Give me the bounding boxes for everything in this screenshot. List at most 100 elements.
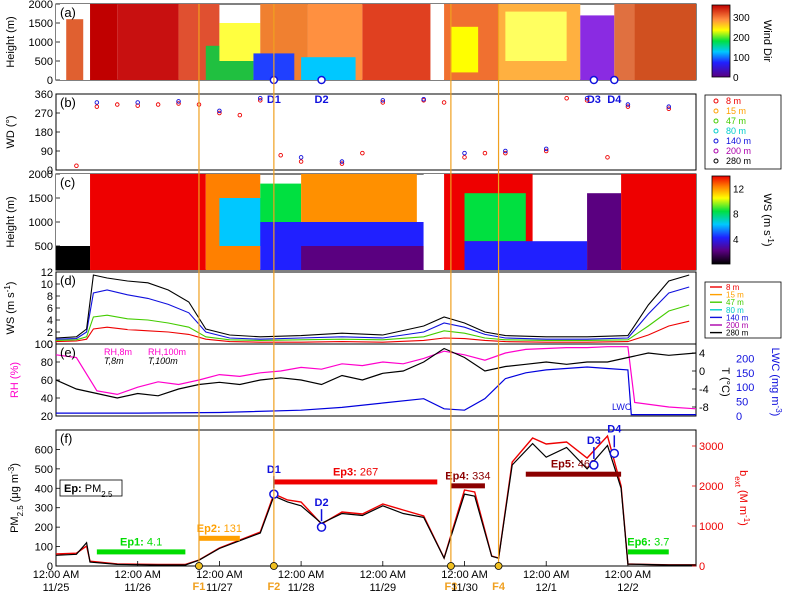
heatmap-a-cell — [580, 15, 615, 80]
wind-speed-lines — [55, 274, 690, 343]
y-tick-label: 270 — [35, 108, 53, 120]
x-tick-date: 11/29 — [369, 582, 396, 594]
y-tick-right-label: 3000 — [699, 441, 723, 453]
d-marker-circle — [589, 75, 599, 85]
y-tick-label: 400 — [35, 483, 53, 495]
wd-point — [94, 100, 100, 105]
colorbar-label: WS (m s-1) — [761, 194, 776, 247]
y-tick-label: 6 — [47, 303, 53, 315]
wd-point — [135, 100, 140, 105]
heatmap-c-cell — [423, 174, 445, 270]
wd-point — [278, 152, 283, 158]
heatmap-c-cell — [301, 246, 424, 270]
heatmap-c-cell — [90, 174, 206, 270]
colorbar-tick-label: 12 — [733, 185, 745, 196]
episode-bar — [627, 549, 669, 555]
x-tick-label: 12:00 AM — [441, 569, 487, 581]
legend-t-8m: T,8m — [104, 356, 124, 366]
wd-point — [441, 100, 447, 105]
legend-d-label: 140 m — [726, 313, 749, 322]
y-tick-label: 2000 — [29, 0, 53, 11]
front-marker-label: F1 — [193, 581, 206, 593]
legend-b-label: 47 m — [726, 116, 746, 126]
wd-point — [74, 163, 79, 169]
wd-point — [298, 159, 304, 164]
panel-d-frame — [55, 271, 697, 345]
wd-point — [543, 148, 549, 154]
heatmap-a-cell — [117, 4, 179, 80]
legend-b-label: 280 m — [726, 156, 751, 166]
panel-tag: (c) — [60, 175, 75, 190]
wd-point — [298, 155, 304, 160]
front-marker-dot — [494, 562, 503, 570]
legend-d-label: 47 m — [726, 298, 744, 307]
episode-bar — [273, 479, 438, 485]
panel-tag: (e) — [60, 345, 76, 360]
legend-rh-100m: RH,100m — [148, 347, 186, 357]
x-tick-date: 11/26 — [124, 582, 151, 594]
legend-b-marker — [713, 158, 719, 164]
heatmap-c-cell — [464, 193, 526, 242]
y-tick-label: 0 — [47, 165, 53, 177]
y-axis-right-label: T (°C) — [719, 367, 731, 396]
heatmap-c-cell — [301, 174, 417, 222]
heatmap-a-cell — [301, 57, 356, 80]
wd-point — [584, 95, 590, 101]
legend-d-label: 80 m — [726, 306, 744, 315]
legend-rh-8m: RH,8m — [104, 347, 132, 357]
y-tick-label: 4 — [47, 315, 53, 327]
y-axis-label: Height (m) — [5, 16, 17, 67]
wd-point — [380, 100, 386, 105]
wd-point — [217, 108, 222, 114]
heatmap-c-cell — [587, 193, 622, 270]
x-tick-label: 12:00 AM — [114, 569, 160, 581]
wd-point — [176, 101, 181, 106]
wd-point — [482, 150, 488, 156]
lwc-line — [56, 366, 696, 416]
heatmap-a-cell — [66, 19, 84, 80]
ws-line — [55, 320, 690, 343]
front-marker-dot — [446, 562, 455, 570]
front-markers: F1 F2 F3 F4 — [193, 4, 506, 593]
y-tick-label: 360 — [35, 89, 53, 101]
y-tick-label: 0 — [47, 561, 53, 573]
episode-label: Ep6: 3.7 — [627, 536, 669, 548]
y-axis-label: WS (m s-1) — [3, 282, 18, 335]
x-tick-date: 11/25 — [43, 582, 70, 594]
colorbar-tick-label: 200 — [733, 33, 750, 44]
y-tick-label: 100 — [35, 339, 53, 351]
panel-tag: (b) — [60, 95, 76, 110]
y-tick-label: 12 — [41, 267, 53, 279]
d-marker-label: D2 — [315, 497, 329, 509]
wd-point — [625, 102, 631, 107]
heatmap-c-cell — [260, 183, 302, 222]
heatmap-a-cell — [505, 11, 567, 62]
episode-bar — [96, 549, 186, 555]
x-tick-label: 12:00 AM — [278, 569, 324, 581]
y-tick-right-label: 2000 — [699, 481, 723, 493]
y-axis-label: RH (%) — [9, 362, 21, 398]
legend-d-label: 15 m — [726, 291, 744, 300]
wd-point — [360, 150, 365, 156]
wind-direction-scatter — [74, 95, 672, 169]
ws-line — [55, 274, 690, 339]
wd-point — [94, 104, 100, 109]
y-tick-right2-label: 200 — [736, 353, 754, 365]
x-tick-label: 12:00 AM — [523, 569, 569, 581]
y-tick-label: 200 — [35, 522, 53, 534]
legend-b-marker — [713, 138, 719, 144]
y-tick-label: 1000 — [29, 37, 53, 49]
legend-b-marker — [713, 118, 719, 124]
legend-b-marker — [713, 128, 719, 134]
y-tick-label: 1500 — [29, 193, 53, 205]
episode-bar — [198, 535, 240, 541]
wd-point — [339, 161, 345, 166]
y-tick-label: 2000 — [29, 169, 53, 181]
wd-point — [462, 150, 467, 156]
legend-d-label: 8 m — [726, 283, 740, 292]
y-axis-label: Height (m) — [5, 196, 17, 247]
y-tick-label: 100 — [35, 542, 53, 554]
episode-label: Ep2: 131 — [197, 523, 242, 535]
wd-point — [503, 148, 508, 154]
